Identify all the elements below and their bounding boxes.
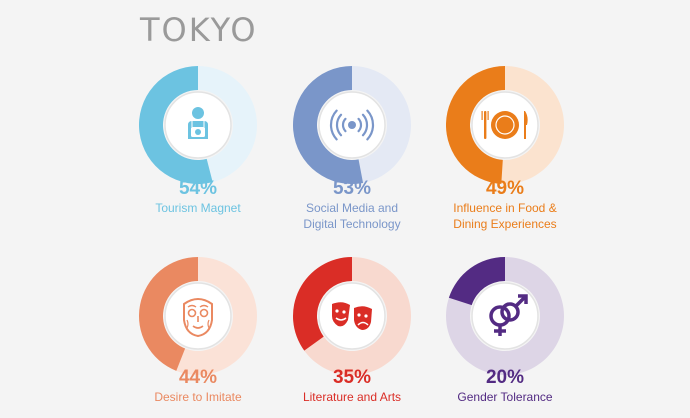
donut-value-slice <box>446 66 505 184</box>
donut-chart-tourism-magnet <box>132 59 264 191</box>
tribal-mask-icon <box>183 298 213 338</box>
value-percent: 54% <box>178 178 218 199</box>
label-line: Tourism Magnet <box>155 201 241 215</box>
donut-chart-literature-and-arts <box>286 250 418 382</box>
label-line: Social Media and <box>305 201 399 215</box>
page-title: TOKYO <box>140 11 258 49</box>
donut-value-slice <box>293 66 364 184</box>
value-percent: 20% <box>485 367 525 388</box>
label-line: Literature and Arts <box>302 390 402 404</box>
label-line: Digital Technology <box>303 217 401 231</box>
category-label: Social Media and Digital Technology <box>252 200 452 232</box>
plate-cutlery-icon <box>481 111 528 139</box>
category-label: Literature and Arts <box>252 389 452 405</box>
gender-symbols-icon <box>489 294 528 336</box>
donut-chart-social-media-and-digital-technology <box>286 59 418 191</box>
donut-value-slice <box>139 66 213 184</box>
category-label: Desire to Imitate <box>98 389 298 405</box>
category-label: Tourism Magnet <box>98 200 298 216</box>
theater-masks-icon <box>332 302 372 330</box>
label-line: Dining Experiences <box>453 217 557 231</box>
label-line: Desire to Imitate <box>154 390 242 404</box>
donut-chart-influence-in-food-and-dining-experiences <box>439 59 571 191</box>
category-label: Gender Tolerance <box>405 389 605 405</box>
tourist-icon <box>188 107 208 139</box>
donut-value-slice <box>448 257 505 306</box>
donut-center <box>318 282 386 350</box>
donut-chart-desire-to-imitate <box>132 250 264 382</box>
category-label: Influence in Food & Dining Experiences <box>405 200 605 232</box>
wireless-signal-icon <box>329 109 375 141</box>
donut-value-slice <box>139 257 198 371</box>
value-percent: 35% <box>332 367 372 388</box>
value-percent: 49% <box>485 178 525 199</box>
value-percent: 44% <box>178 367 218 388</box>
label-line: Gender Tolerance <box>457 390 553 404</box>
donut-value-slice <box>293 257 352 351</box>
label-line: Influence in Food & <box>453 201 557 215</box>
value-percent: 53% <box>332 178 372 199</box>
donut-chart-gender-tolerance <box>439 250 571 382</box>
